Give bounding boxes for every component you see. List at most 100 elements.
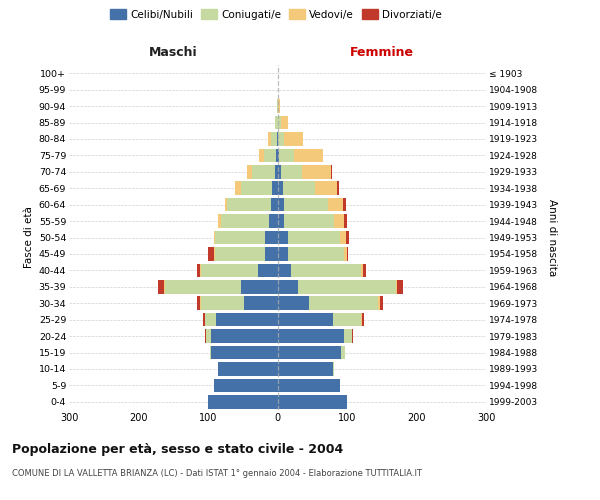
Bar xyxy=(277,378,340,392)
Bar xyxy=(294,148,323,162)
Bar xyxy=(277,313,333,326)
Bar xyxy=(344,214,347,228)
Bar xyxy=(200,296,201,310)
Bar xyxy=(277,264,292,277)
Bar xyxy=(221,214,269,228)
Bar xyxy=(309,296,378,310)
Bar xyxy=(361,313,362,326)
Bar xyxy=(277,198,284,211)
Text: Maschi: Maschi xyxy=(149,46,197,60)
Bar xyxy=(277,247,288,260)
Bar xyxy=(278,116,281,129)
Bar xyxy=(337,182,338,195)
Bar xyxy=(197,296,200,310)
Bar xyxy=(197,264,200,277)
Bar xyxy=(343,198,346,211)
Bar xyxy=(352,330,353,343)
Bar xyxy=(333,362,334,376)
Bar xyxy=(269,214,277,228)
Bar xyxy=(224,198,227,211)
Bar xyxy=(158,280,164,293)
Text: COMUNE DI LA VALLETTA BRIANZA (LC) - Dati ISTAT 1° gennaio 2004 - Elaborazione T: COMUNE DI LA VALLETTA BRIANZA (LC) - Dat… xyxy=(12,468,422,477)
Bar xyxy=(328,198,343,211)
Bar xyxy=(271,132,277,145)
Bar xyxy=(278,100,280,113)
Bar xyxy=(277,362,333,376)
Bar xyxy=(265,231,277,244)
Bar xyxy=(210,346,211,359)
Bar xyxy=(218,214,221,228)
Bar xyxy=(346,231,349,244)
Bar xyxy=(200,264,201,277)
Bar xyxy=(247,165,253,178)
Bar xyxy=(268,132,271,145)
Legend: Celibi/Nubili, Coniugati/e, Vedovi/e, Divorziati/e: Celibi/Nubili, Coniugati/e, Vedovi/e, Di… xyxy=(106,5,446,24)
Bar xyxy=(284,132,303,145)
Bar xyxy=(276,148,277,162)
Bar xyxy=(281,116,288,129)
Bar xyxy=(397,280,403,293)
Text: Femmine: Femmine xyxy=(350,46,414,60)
Bar xyxy=(265,247,277,260)
Bar xyxy=(277,296,309,310)
Bar xyxy=(214,247,215,260)
Bar xyxy=(208,247,214,260)
Bar xyxy=(203,313,205,326)
Bar xyxy=(278,132,284,145)
Bar xyxy=(211,330,277,343)
Bar xyxy=(272,182,277,195)
Bar xyxy=(201,296,244,310)
Bar xyxy=(205,330,206,343)
Bar xyxy=(258,264,277,277)
Bar xyxy=(208,395,277,408)
Bar xyxy=(218,362,277,376)
Bar xyxy=(341,346,345,359)
Bar xyxy=(347,247,349,260)
Bar xyxy=(244,296,277,310)
Bar xyxy=(298,280,395,293)
Bar xyxy=(277,116,278,129)
Bar xyxy=(277,346,341,359)
Bar xyxy=(217,313,277,326)
Bar xyxy=(344,247,347,260)
Bar xyxy=(331,165,332,178)
Bar xyxy=(277,100,278,113)
Bar xyxy=(215,247,265,260)
Y-axis label: Anni di nascita: Anni di nascita xyxy=(547,199,557,276)
Bar xyxy=(380,296,383,310)
Bar xyxy=(241,280,277,293)
Bar xyxy=(253,165,275,178)
Bar xyxy=(277,231,288,244)
Y-axis label: Fasce di età: Fasce di età xyxy=(25,206,34,268)
Bar xyxy=(271,198,277,211)
Bar xyxy=(281,165,302,178)
Bar xyxy=(259,148,263,162)
Bar xyxy=(378,296,380,310)
Bar xyxy=(284,198,328,211)
Bar xyxy=(334,214,344,228)
Bar xyxy=(211,346,277,359)
Bar xyxy=(292,264,361,277)
Bar xyxy=(277,165,281,178)
Bar xyxy=(277,214,284,228)
Bar xyxy=(165,280,241,293)
Bar xyxy=(277,148,279,162)
Bar xyxy=(363,264,366,277)
Bar xyxy=(275,116,277,129)
Bar xyxy=(241,182,272,195)
Bar xyxy=(275,165,277,178)
Bar xyxy=(361,264,363,277)
Bar xyxy=(277,280,298,293)
Bar xyxy=(288,247,344,260)
Bar xyxy=(201,264,258,277)
Bar xyxy=(206,330,211,343)
Bar xyxy=(302,165,331,178)
Bar xyxy=(277,330,344,343)
Bar xyxy=(214,231,215,244)
Bar xyxy=(362,313,364,326)
Bar xyxy=(344,330,352,343)
Bar xyxy=(235,182,241,195)
Bar xyxy=(277,182,283,195)
Bar xyxy=(284,214,334,228)
Bar xyxy=(395,280,397,293)
